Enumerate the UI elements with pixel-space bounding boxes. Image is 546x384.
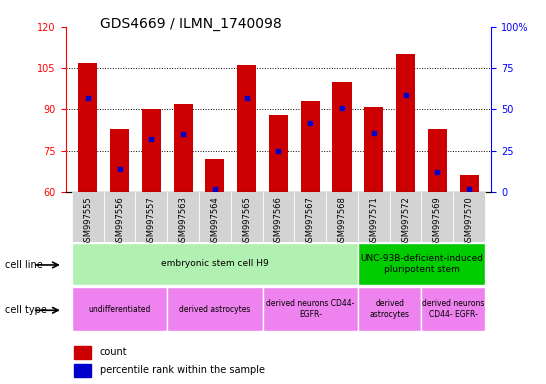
Bar [294,192,326,242]
Text: cell line: cell line [5,260,43,270]
Text: GSM997569: GSM997569 [433,196,442,247]
Bar [453,192,485,242]
Text: GSM997572: GSM997572 [401,196,410,247]
Text: count: count [99,347,127,357]
Text: GSM997556: GSM997556 [115,196,124,247]
Bar [72,192,104,242]
Bar [199,192,231,242]
Bar [358,243,485,285]
Bar [428,129,447,192]
Bar [390,192,422,242]
Bar [460,175,479,192]
Bar [72,243,358,285]
Text: GSM997565: GSM997565 [242,196,251,247]
Text: GSM997563: GSM997563 [179,196,188,247]
Text: GSM997557: GSM997557 [147,196,156,247]
Bar [358,192,390,242]
Bar [333,82,352,192]
Bar [237,65,256,192]
Bar [167,192,199,242]
Bar [135,192,167,242]
Text: cell type: cell type [5,305,48,315]
Bar [364,107,383,192]
Bar [422,192,453,242]
Text: GSM997564: GSM997564 [210,196,219,247]
Bar [74,364,91,377]
Text: UNC-93B-deficient-induced
pluripotent stem: UNC-93B-deficient-induced pluripotent st… [360,254,483,274]
Text: GSM997571: GSM997571 [369,196,378,247]
Text: GSM997570: GSM997570 [465,196,473,247]
Bar [110,129,129,192]
Bar [263,287,358,331]
Text: GSM997567: GSM997567 [306,196,314,247]
Text: GSM997566: GSM997566 [274,196,283,247]
Text: percentile rank within the sample: percentile rank within the sample [99,365,265,375]
Bar [358,287,422,331]
Text: derived neurons CD44-
EGFR-: derived neurons CD44- EGFR- [266,300,354,319]
Bar [78,63,97,192]
Bar [301,101,320,192]
Text: embryonic stem cell H9: embryonic stem cell H9 [161,260,269,268]
Bar [269,115,288,192]
Bar [231,192,263,242]
Bar [142,109,161,192]
Text: GSM997555: GSM997555 [84,196,92,247]
Text: derived
astrocytes: derived astrocytes [370,300,410,319]
Text: GDS4669 / ILMN_1740098: GDS4669 / ILMN_1740098 [100,17,282,31]
Text: GSM997568: GSM997568 [337,196,347,247]
Bar [167,287,263,331]
Bar [174,104,193,192]
Bar [104,192,135,242]
Bar [326,192,358,242]
Bar [205,159,224,192]
Bar [72,287,167,331]
Bar [263,192,294,242]
Text: undifferentiated: undifferentiated [88,305,151,314]
Bar [422,287,485,331]
Bar [74,346,91,359]
Bar [396,55,415,192]
Text: derived astrocytes: derived astrocytes [179,305,251,314]
Text: derived neurons
CD44- EGFR-: derived neurons CD44- EGFR- [422,300,484,319]
